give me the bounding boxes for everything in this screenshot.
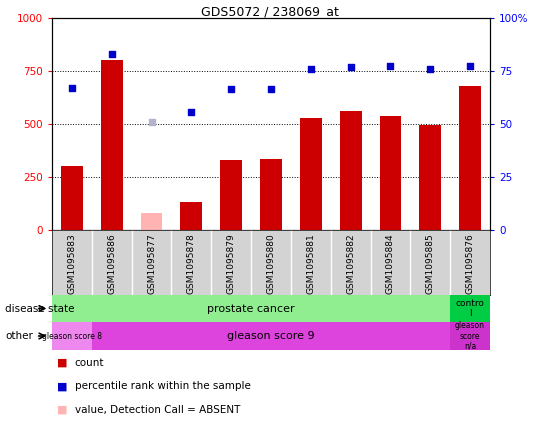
Text: ■: ■ (57, 381, 68, 391)
Point (187, 109, 196, 116)
Text: GSM1095882: GSM1095882 (346, 233, 355, 294)
Bar (450, 295, 490, 322)
Bar (379, 115, 402, 230)
Text: GSM1095878: GSM1095878 (187, 233, 196, 294)
Text: GSM1095877: GSM1095877 (147, 233, 156, 294)
Bar (340, 111, 362, 230)
Bar (459, 86, 481, 230)
Point (426, 66, 434, 72)
Bar (52, 322, 92, 350)
Bar (101, 60, 123, 230)
Point (347, 63, 355, 70)
Text: prostate cancer: prostate cancer (208, 303, 295, 313)
Point (307, 66, 315, 72)
Point (67, 85, 76, 91)
Text: ■: ■ (57, 404, 68, 415)
Point (267, 85, 275, 92)
Point (147, 118, 156, 125)
Bar (181, 203, 202, 230)
Text: GSM1095886: GSM1095886 (107, 233, 116, 294)
Text: GSM1095876: GSM1095876 (466, 233, 475, 294)
Text: GSM1095881: GSM1095881 (306, 233, 315, 294)
Point (386, 62, 395, 69)
Text: count: count (74, 358, 104, 368)
Point (107, 51, 116, 58)
Text: gleason score 9: gleason score 9 (227, 331, 315, 341)
Text: GSM1095880: GSM1095880 (266, 233, 275, 294)
Text: GSM1095883: GSM1095883 (67, 233, 77, 294)
Text: GSM1095885: GSM1095885 (426, 233, 435, 294)
Bar (260, 159, 282, 230)
Text: gleason
score
n/a: gleason score n/a (455, 321, 485, 351)
Bar (92, 322, 450, 350)
Text: GDS5072 / 238069_at: GDS5072 / 238069_at (201, 5, 338, 18)
Text: ■: ■ (57, 358, 68, 368)
Bar (141, 213, 162, 230)
Point (227, 85, 236, 92)
Bar (419, 125, 441, 230)
Text: percentile rank within the sample: percentile rank within the sample (74, 381, 251, 391)
Text: GSM1095884: GSM1095884 (386, 233, 395, 294)
Text: GSM1095879: GSM1095879 (227, 233, 236, 294)
Bar (220, 160, 242, 230)
Text: gleason score 8: gleason score 8 (42, 332, 102, 341)
Bar (300, 118, 322, 230)
Text: contro
l: contro l (455, 299, 485, 318)
Text: value, Detection Call = ABSENT: value, Detection Call = ABSENT (74, 404, 240, 415)
Text: other: other (5, 331, 33, 341)
Point (466, 62, 474, 69)
Bar (61, 166, 83, 230)
Bar (450, 322, 490, 350)
Text: disease state: disease state (5, 303, 75, 313)
